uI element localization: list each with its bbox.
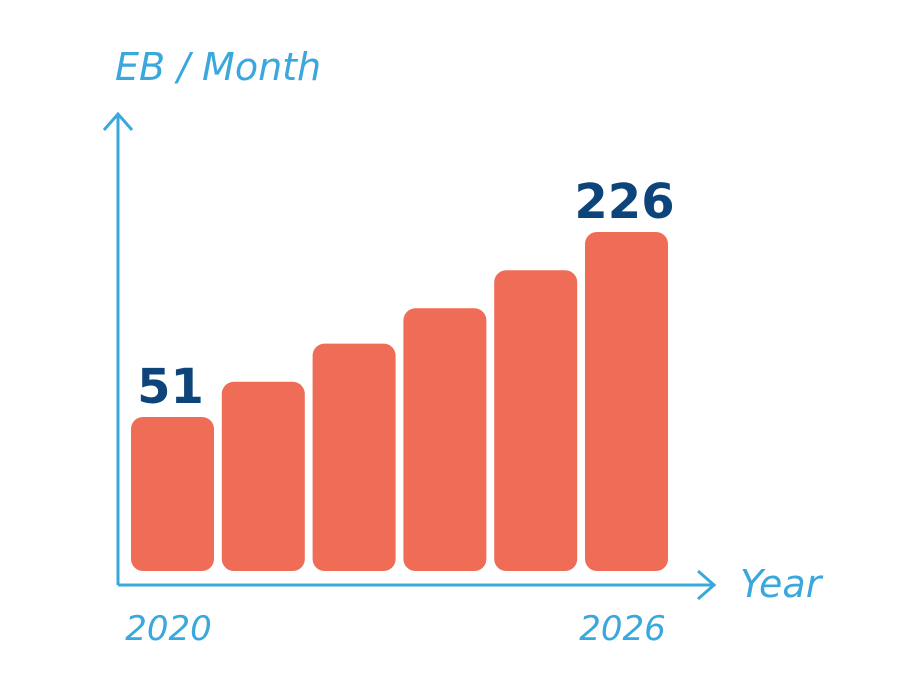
bar-5 — [585, 232, 668, 571]
x-tick-label-1: 2026 — [579, 609, 666, 649]
x-tick-labels: 2020 2026 — [125, 609, 666, 649]
x-tick-label-0: 2020 — [125, 609, 212, 649]
bar-4 — [494, 270, 578, 571]
data-labels: 51 226 — [137, 174, 675, 415]
y-axis-arrow-icon — [102, 111, 134, 131]
bar-1 — [221, 381, 305, 571]
bar-0 — [131, 417, 214, 571]
data-label-0: 51 — [137, 359, 204, 415]
data-label-1: 226 — [574, 174, 674, 230]
x-axis — [118, 569, 717, 601]
x-axis-title: Year — [740, 562, 824, 606]
bars — [131, 232, 668, 571]
x-axis-arrow-icon — [697, 569, 717, 601]
y-axis — [102, 111, 134, 585]
bar-2 — [312, 343, 396, 571]
y-axis-title: EB / Month — [115, 45, 321, 89]
bar-3 — [403, 308, 487, 571]
